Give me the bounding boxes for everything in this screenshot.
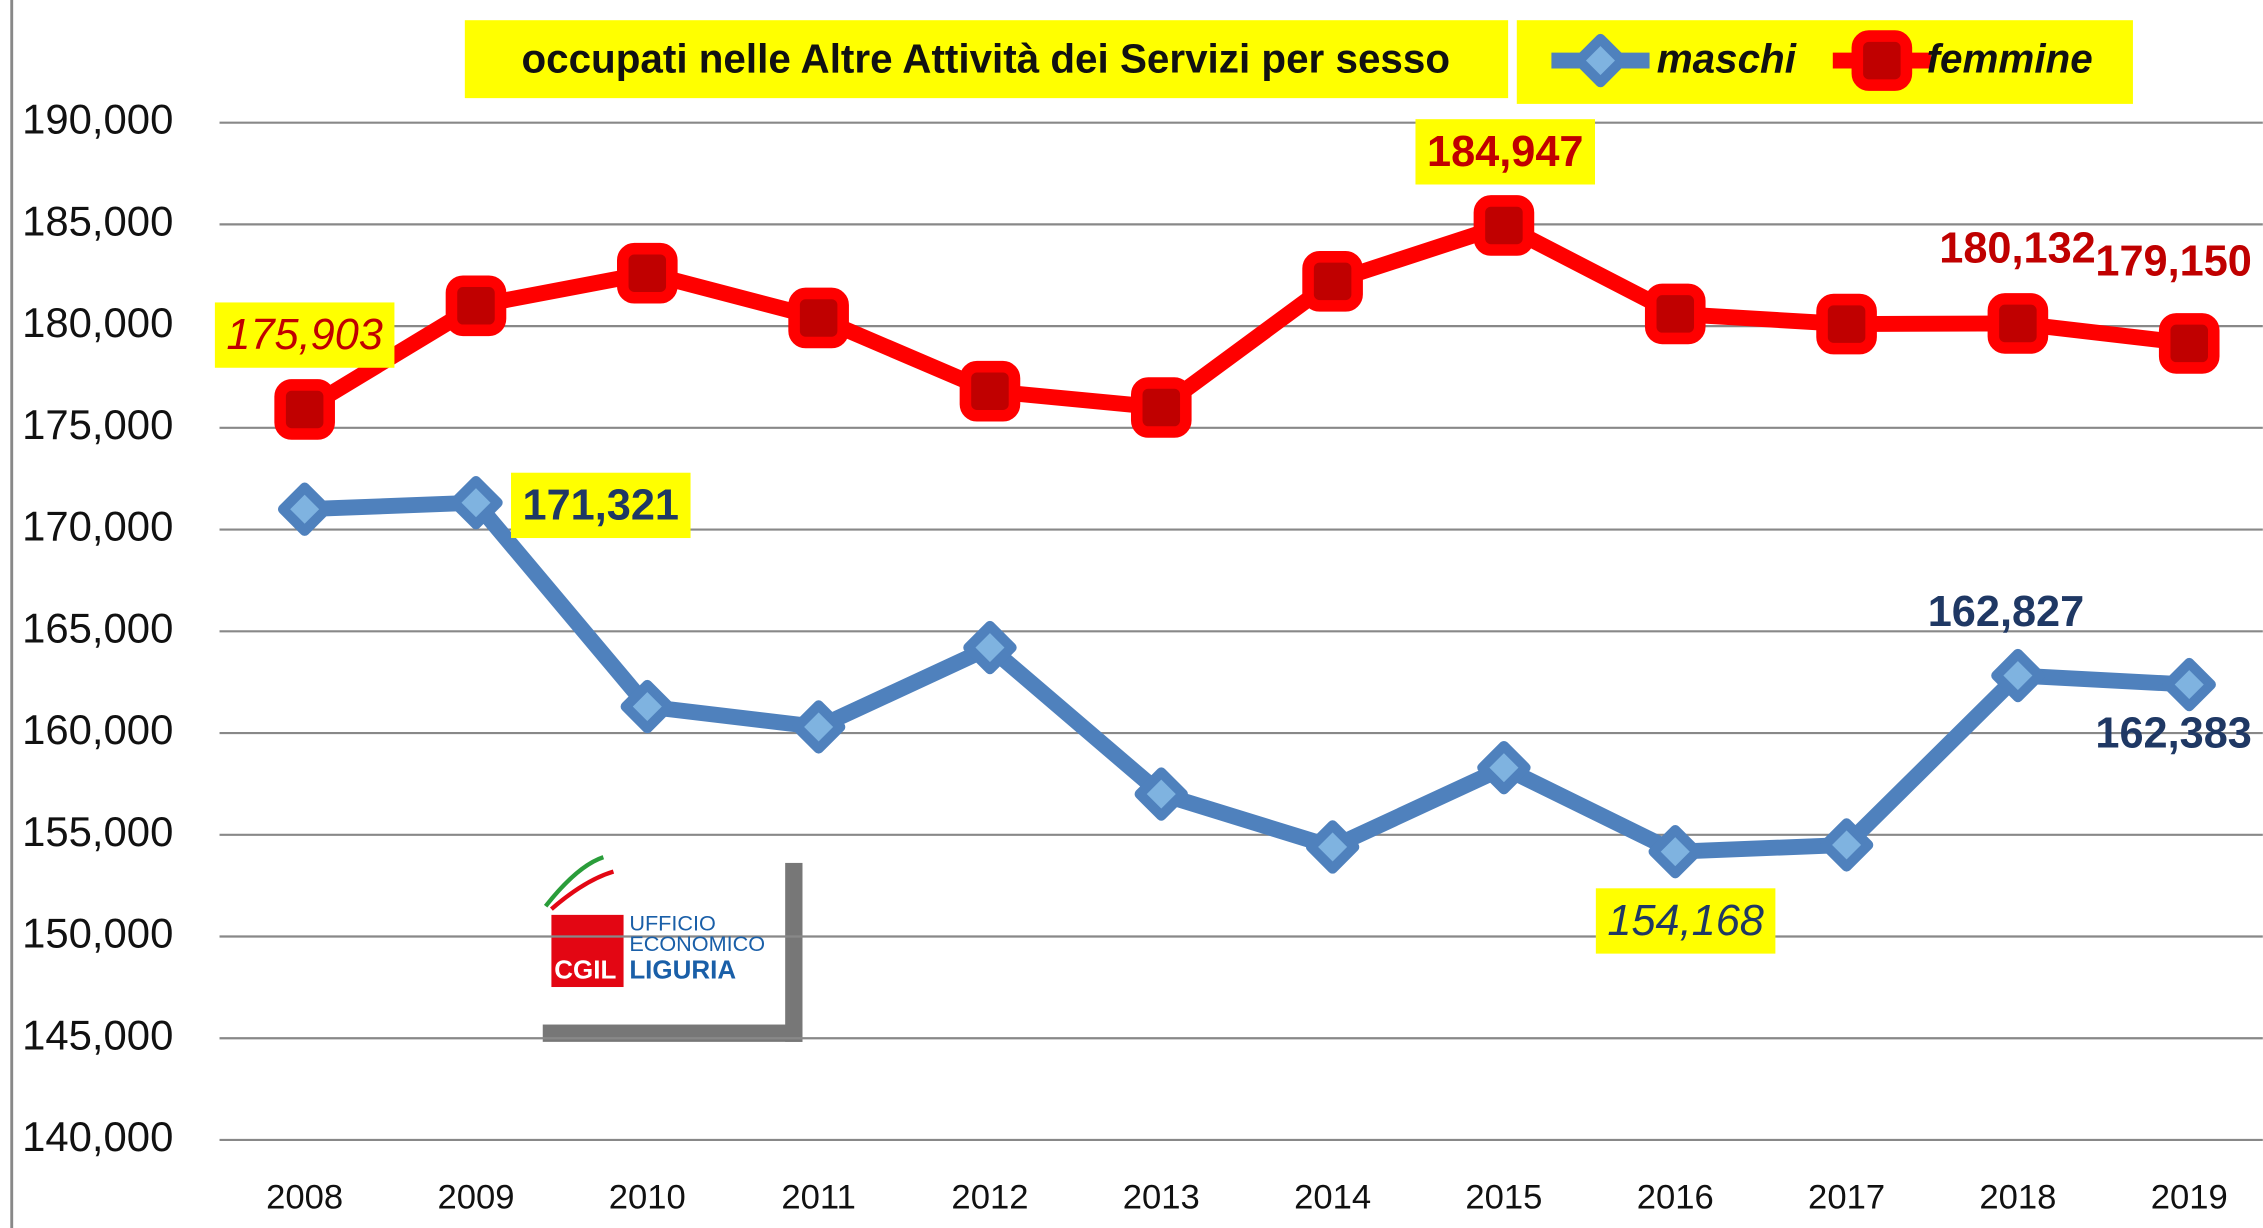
point [1987, 293, 2049, 354]
logo-text: CGIL [554, 954, 616, 984]
point [791, 700, 846, 754]
x-tick-label: 2008 [266, 1178, 343, 1216]
x-tick-label: 2019 [2151, 1178, 2228, 1216]
y-tick-label: 180,000 [22, 299, 173, 346]
x-tick-label: 2017 [1808, 1178, 1885, 1216]
point [963, 620, 1017, 675]
title-box [464, 20, 1509, 99]
legend-label: maschi [1657, 36, 1797, 82]
point [277, 482, 332, 536]
x-tick-label: 2010 [609, 1178, 686, 1216]
data-label: 171,321 [523, 481, 679, 529]
point [1573, 33, 1628, 88]
label-box [1595, 888, 1776, 954]
logo-text: LIGURIA [629, 954, 736, 984]
point [1134, 767, 1188, 821]
point [445, 275, 507, 337]
data-label: 154,168 [1607, 897, 1763, 945]
logo-square [551, 914, 624, 988]
point [2158, 313, 2220, 374]
logo-text: UFFICIO [629, 911, 716, 936]
y-tick-label: 165,000 [22, 604, 173, 651]
point [788, 287, 849, 349]
x-tick-label: 2018 [1979, 1178, 2056, 1216]
x-tick-label: 2016 [1637, 1178, 1714, 1216]
data-label: 184,947 [1427, 128, 1583, 176]
point [1473, 195, 1535, 256]
label-box [1415, 119, 1596, 185]
point [1648, 825, 1702, 879]
x-tick-label: 2011 [781, 1178, 855, 1216]
point [1851, 30, 1913, 91]
logo-arc [549, 869, 615, 911]
point [1816, 293, 1877, 355]
y-tick-label: 160,000 [22, 706, 173, 753]
y-tick-label: 145,000 [22, 1011, 173, 1058]
legend-label: femmine [1927, 36, 2093, 82]
data-label: 162,383 [2095, 709, 2251, 757]
y-tick-label: 150,000 [22, 910, 173, 957]
point [2162, 657, 2216, 712]
label-box [214, 302, 395, 368]
data-label: 180,132 [1939, 225, 2095, 273]
point [1819, 818, 1874, 872]
y-tick-label: 140,000 [22, 1113, 173, 1160]
data-label: 175,903 [226, 311, 382, 359]
x-tick-label: 2009 [437, 1178, 514, 1216]
chart-title: occupati nelle Altre Attività dei Serviz… [521, 36, 1450, 82]
y-tick-label: 155,000 [22, 808, 173, 855]
x-tick-label: 2015 [1465, 1178, 1542, 1216]
point [1991, 648, 2045, 703]
point [1305, 820, 1360, 874]
y-tick-label: 175,000 [22, 401, 173, 448]
y-tick-label: 190,000 [22, 96, 173, 143]
point [1302, 251, 1363, 312]
label-box [511, 472, 691, 539]
point [449, 476, 503, 530]
point [620, 679, 675, 734]
point [1130, 377, 1192, 438]
data-label: 162,827 [1928, 588, 2084, 636]
y-tick-label: 170,000 [22, 503, 173, 550]
point [274, 379, 335, 440]
point [1644, 283, 1706, 345]
x-tick-label: 2013 [1123, 1178, 1200, 1216]
point [959, 360, 1021, 422]
series-line [304, 494, 2190, 860]
x-tick-label: 2012 [951, 1178, 1028, 1216]
logo-text: ECONOMICO [629, 931, 765, 956]
y-tick-label: 185,000 [22, 197, 173, 244]
logo-shadow [785, 862, 803, 1042]
logo-arc [543, 855, 605, 908]
x-tick-label: 2014 [1294, 1178, 1371, 1216]
data-label: 179,150 [2095, 238, 2251, 286]
point [1477, 740, 1531, 795]
point [617, 242, 678, 304]
